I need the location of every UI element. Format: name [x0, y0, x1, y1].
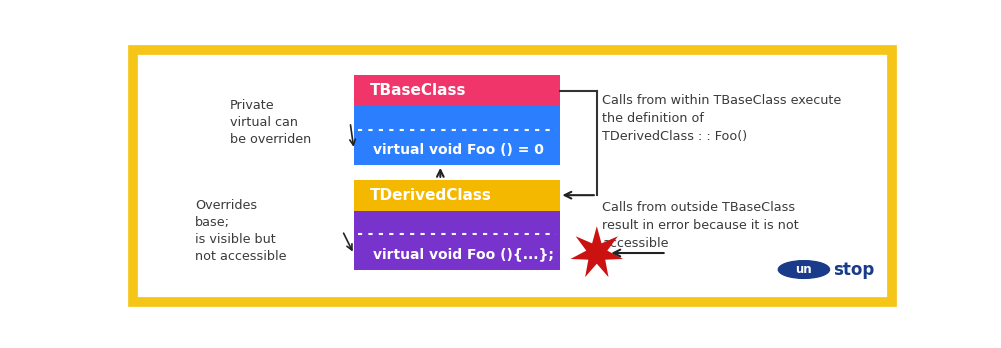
FancyBboxPatch shape [354, 180, 560, 211]
Text: Overrides
base;
is visible but
not accessible: Overrides base; is visible but not acces… [195, 199, 286, 263]
Text: Calls from within TBaseClass execute
the definition of
TDerivedClass : : Foo(): Calls from within TBaseClass execute the… [603, 94, 842, 143]
FancyBboxPatch shape [354, 211, 560, 269]
FancyBboxPatch shape [354, 106, 560, 165]
FancyBboxPatch shape [354, 75, 560, 106]
Text: Calls from outside TBaseClass
result in error because it is not
accessible: Calls from outside TBaseClass result in … [603, 201, 799, 250]
Circle shape [779, 261, 830, 278]
Text: stop: stop [834, 261, 875, 278]
Text: TDerivedClass: TDerivedClass [369, 188, 491, 203]
Text: un: un [796, 263, 812, 276]
Text: TBaseClass: TBaseClass [369, 83, 466, 98]
Text: virtual void Foo (){...};: virtual void Foo (){...}; [373, 247, 555, 261]
Text: virtual void Foo () = 0: virtual void Foo () = 0 [373, 143, 545, 157]
Polygon shape [571, 226, 623, 277]
Text: Private
virtual can
be overriden: Private virtual can be overriden [230, 98, 311, 146]
